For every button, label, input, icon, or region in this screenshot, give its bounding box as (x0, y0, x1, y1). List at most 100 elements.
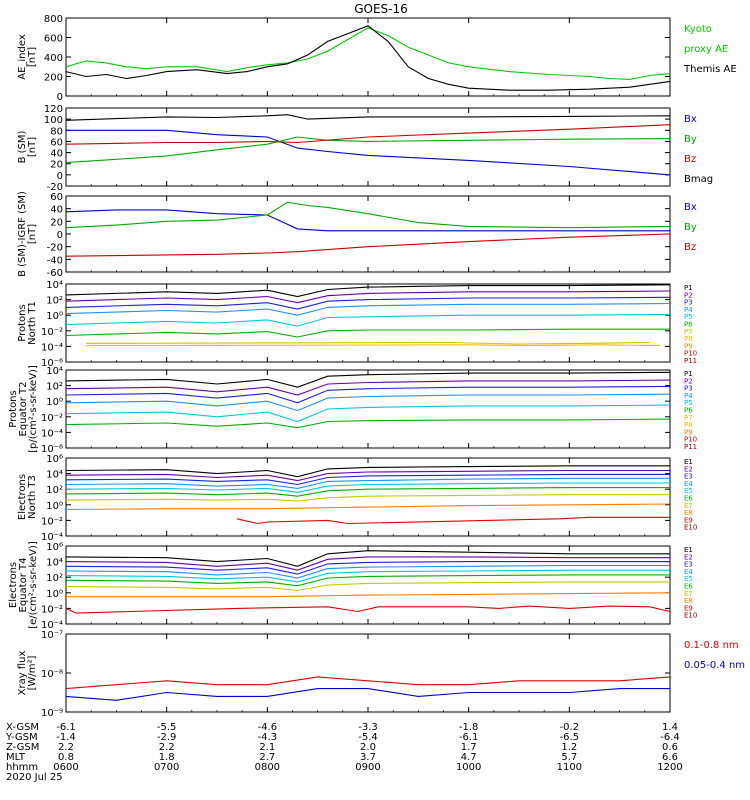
series-p8 (86, 344, 660, 347)
legend-item: E4 (684, 480, 693, 488)
legend-item: E4 (684, 568, 693, 576)
legend-item: By (684, 222, 697, 233)
footer-value: -6.1 (459, 732, 479, 743)
legend-item: P6 (684, 407, 693, 415)
footer-value: 1.8 (159, 752, 175, 763)
legend-item: 0.1-0.8 nm (684, 640, 739, 651)
legend-item: E7 (684, 502, 693, 510)
series-by (65, 201, 671, 229)
panel-frame (65, 283, 671, 363)
legend-item: 0.05-0.4 nm (684, 660, 745, 671)
y-tick-label: 100 (44, 115, 63, 126)
footer-value: 4.7 (461, 752, 477, 763)
y-axis-label: Xray flux (17, 651, 28, 696)
y-tick-label: 0 (57, 92, 63, 103)
panel-7: 10⁶ 10⁴ 10² 10⁰ 10⁻² 10⁻⁴ Electrons Equator T4[… (8, 541, 697, 631)
legend-item: Bz (684, 154, 696, 165)
legend-item: E3 (684, 473, 693, 481)
legend-item: P2 (684, 291, 693, 299)
legend-item: E8 (684, 597, 693, 605)
legend-item: P6 (684, 321, 693, 329)
footer-value: 0600 (53, 762, 78, 773)
footer-value: -5.5 (157, 722, 177, 733)
y-axis-label: Electrons (8, 562, 19, 608)
series-p7 (86, 341, 650, 345)
footer-value: 2.0 (360, 742, 376, 753)
legend-item: P4 (684, 392, 693, 400)
series-p3 (65, 385, 671, 404)
panel-4: 10⁴ 10² 10⁰ 10⁻² 10⁻⁴ 10⁻⁶ Protons North T1 P1P2… (17, 280, 697, 369)
series-e9 (65, 605, 671, 614)
series-e9 (236, 516, 670, 525)
y-tick-label: 400 (44, 53, 63, 64)
footer-row-label: X-GSM (6, 722, 39, 733)
legend-item: E10 (684, 612, 697, 620)
y-tick-label: 40 (50, 149, 63, 160)
panel-8: 10⁻⁷ 10⁻⁸ 10⁻⁹ Xray flux [W/m²] 0.1-0.8 nm 0.0… (17, 630, 745, 719)
legend-item: Kyoto (684, 24, 712, 35)
y-tick-label: 10⁻² (41, 604, 63, 615)
footer-value: 2.2 (159, 742, 175, 753)
series-bz (65, 124, 671, 145)
y-tick-label: 80 (50, 126, 63, 137)
legend-item: P9 (684, 428, 693, 436)
y-tick-label: -60 (47, 268, 63, 279)
series-p3 (65, 296, 671, 310)
y-axis-label: North T1 (27, 301, 38, 345)
legend-item: P10 (684, 436, 697, 444)
series-e6 (65, 574, 670, 587)
legend-item: P1 (684, 370, 693, 378)
y-axis-label: Protons (8, 390, 19, 427)
footer-value: 5.7 (561, 752, 577, 763)
series-0-1-0-8-nm (65, 676, 671, 690)
legend-item: P8 (684, 421, 693, 429)
y-axis-label: [W/m²] (27, 655, 38, 690)
y-tick-label: 10⁰ (46, 311, 63, 322)
legend-item: P11 (684, 357, 697, 365)
y-tick-label: 10² (46, 296, 63, 307)
footer-value: 2.1 (259, 742, 275, 753)
y-tick-label: 20 (50, 160, 63, 171)
legend-item: P11 (684, 443, 697, 451)
footer-value: 0700 (154, 762, 179, 773)
y-tick-label: 10⁴ (46, 558, 63, 569)
panel-frame (65, 107, 671, 187)
panel-1: 0 200 400 600 800 AE_index [nT] Kyoto proxy AE Th… (17, 14, 737, 103)
footer-row-label: Z-GSM (6, 742, 39, 753)
footer-value: -4.3 (258, 732, 278, 743)
y-axis-label: B (SM) (17, 130, 28, 163)
series-e2 (65, 469, 670, 482)
y-tick-label: 10⁻² (41, 413, 63, 424)
series-e8 (66, 592, 671, 598)
footer-value: 2.2 (58, 742, 74, 753)
y-tick-label: 0 (57, 171, 63, 182)
footer-value: 0800 (255, 762, 280, 773)
y-tick-label: 10² (46, 573, 63, 584)
series-e2 (65, 556, 670, 571)
y-axis-label: [nT] (27, 224, 38, 244)
footer-value: 0900 (355, 762, 380, 773)
y-tick-label: 10⁻⁴ (41, 620, 63, 631)
plot-title: GOES-16 (354, 2, 408, 16)
legend-item: P7 (684, 414, 693, 422)
legend-item: P7 (684, 328, 693, 336)
series-bz (65, 233, 671, 257)
y-axis-label: [nT] (27, 47, 38, 67)
footer-value: 1200 (657, 762, 682, 773)
series-p4 (65, 393, 671, 412)
legend-item: P3 (684, 299, 693, 307)
legend-item: Themis AE (683, 64, 737, 75)
y-tick-label: 10² (46, 485, 63, 496)
y-axis-label: Equator T4 (18, 558, 29, 613)
footer-row-label: Y-GSM (5, 732, 38, 743)
legend-item: Bmag (684, 174, 713, 185)
legend-item: E6 (684, 583, 693, 591)
footer-value: 1.4 (662, 722, 678, 733)
y-tick-label: 200 (44, 73, 63, 84)
y-axis-label: Equator T2 (18, 382, 29, 437)
series-e7 (65, 494, 670, 502)
y-tick-label: 10⁻⁴ (41, 532, 63, 543)
